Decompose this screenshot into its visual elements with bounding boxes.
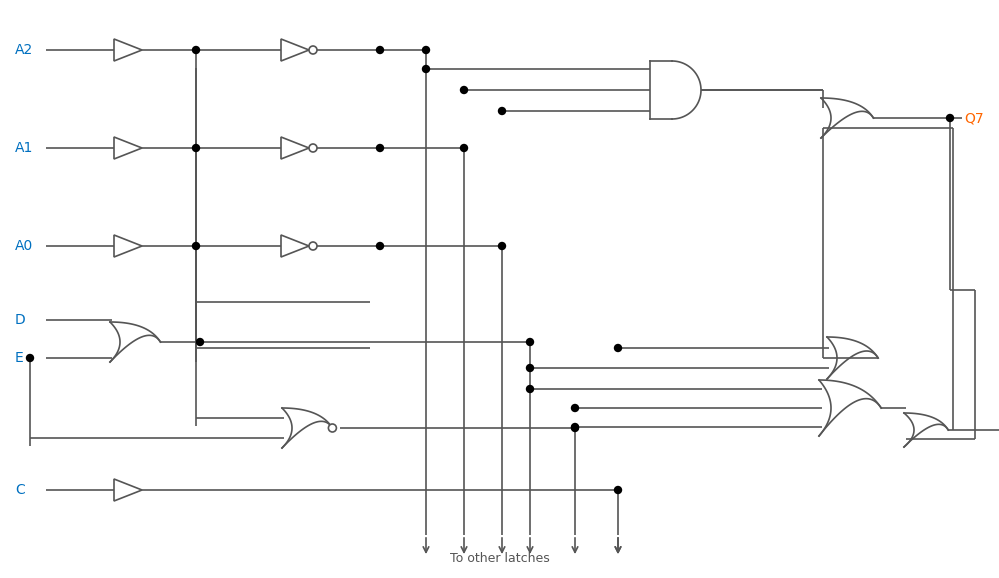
- Circle shape: [614, 344, 621, 351]
- Circle shape: [571, 405, 578, 412]
- Circle shape: [27, 354, 34, 361]
- Circle shape: [423, 46, 430, 54]
- Circle shape: [461, 87, 468, 94]
- Circle shape: [309, 144, 317, 152]
- Circle shape: [499, 243, 505, 250]
- Text: C: C: [15, 483, 25, 497]
- Circle shape: [193, 144, 200, 151]
- Circle shape: [571, 424, 578, 431]
- Text: E: E: [15, 351, 24, 365]
- Circle shape: [197, 339, 204, 346]
- Circle shape: [377, 243, 384, 250]
- Circle shape: [946, 114, 953, 121]
- Circle shape: [193, 243, 200, 250]
- Text: A2: A2: [15, 43, 33, 57]
- Text: Q7: Q7: [964, 111, 984, 125]
- Text: To other latches: To other latches: [451, 551, 549, 565]
- Circle shape: [614, 487, 621, 494]
- Circle shape: [377, 144, 384, 151]
- Circle shape: [526, 386, 533, 392]
- Circle shape: [309, 242, 317, 250]
- Circle shape: [329, 424, 337, 432]
- Circle shape: [193, 46, 200, 54]
- Text: D: D: [15, 313, 26, 327]
- Text: A0: A0: [15, 239, 33, 253]
- Circle shape: [461, 144, 468, 151]
- Circle shape: [499, 108, 505, 114]
- Circle shape: [526, 339, 533, 346]
- Text: A1: A1: [15, 141, 33, 155]
- Circle shape: [526, 365, 533, 372]
- Circle shape: [377, 46, 384, 54]
- Circle shape: [423, 65, 430, 72]
- Circle shape: [309, 46, 317, 54]
- Circle shape: [571, 424, 578, 432]
